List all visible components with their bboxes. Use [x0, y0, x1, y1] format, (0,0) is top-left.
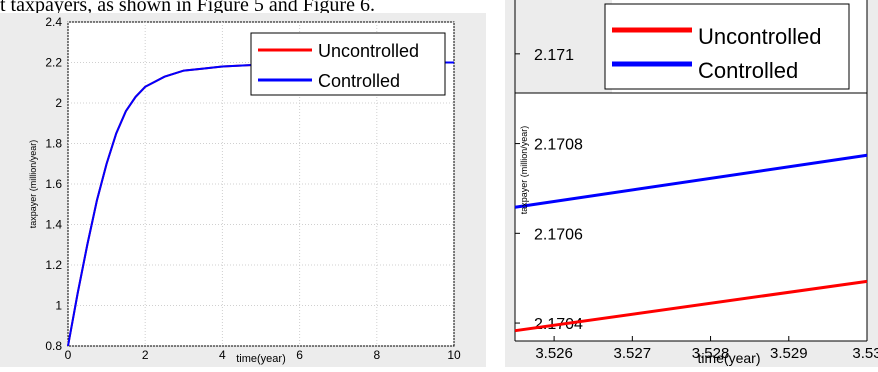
y-tick-label: 2.171 [534, 47, 574, 64]
y-tick-label: 1.8 [45, 137, 62, 151]
legend: Uncontrolled Controlled [250, 32, 446, 96]
legend-label-uncontrolled: Uncontrolled [318, 41, 419, 61]
x-tick-label: 6 [296, 348, 303, 362]
x-tick-label: 3.526 [535, 345, 573, 362]
chart-panel-right: 3.526 3.527 3.528 3.529 3.53 2.1704 2.1706 2.17… [505, 0, 878, 367]
x-tick-label: 3.529 [770, 345, 808, 362]
y-tick-label: 2.1706 [534, 226, 583, 243]
y-tick-label: 2.4 [45, 15, 62, 29]
legend: Uncontrolled Controlled [604, 3, 850, 90]
x-tick-label: 10 [447, 348, 461, 362]
y-tick-label: 2.1708 [534, 137, 583, 154]
x-tick-label: 3.53 [852, 345, 878, 362]
x-tick-label: 2 [142, 348, 149, 362]
x-axis-label: time(year) [697, 350, 760, 366]
x-tick-label: 0 [65, 348, 72, 362]
x-axis-label: time(year) [236, 353, 286, 365]
axis-ticks: 0 2 4 6 8 10 0.8 1 1.2 1.4 1.6 1.8 2 2.2 2.4 [45, 15, 461, 362]
legend-box [250, 32, 446, 96]
x-tick-label: 4 [219, 348, 226, 362]
series-lines [514, 153, 868, 333]
legend-label-controlled: Controlled [318, 71, 400, 91]
legend-label-controlled: Controlled [698, 58, 798, 83]
chart-right-svg: 3.526 3.527 3.528 3.529 3.532.17042.17062.17… [505, 0, 878, 367]
y-tick-label: 1.6 [45, 177, 62, 191]
y-axis-label: taxpayer (million/year) [519, 126, 529, 215]
plot-area [515, 93, 867, 341]
y-tick-label: 2 [55, 96, 62, 110]
axis-ticks: 3.526 3.527 3.528 3.529 3.532.17042.17062.17… [515, 47, 878, 362]
y-tick-label: 1.2 [45, 258, 62, 272]
y-tick-label: 0.8 [45, 339, 62, 353]
y-axis-label: taxpayer (million/year) [28, 140, 38, 229]
series-line-controlled [514, 153, 868, 209]
legend-label-uncontrolled: Uncontrolled [698, 24, 822, 49]
x-tick-label: 3.528 [692, 345, 730, 362]
chart-left-svg: 0 2 4 6 8 10 0.8 1 1.2 1.4 1.6 1.8 2 2.2 2.4 time(year… [0, 13, 486, 367]
x-tick-label: 8 [373, 348, 380, 362]
series-line-uncontrolled [514, 279, 868, 333]
y-tick-label: 1.4 [45, 218, 62, 232]
caption-fragment: t taxpayers, as shown in Figure 5 and Fi… [0, 0, 375, 16]
legend-box [604, 3, 850, 90]
chart-panel-left: 0 2 4 6 8 10 0.8 1 1.2 1.4 1.6 1.8 2 2.2 2.4 time(year… [0, 13, 486, 367]
y-tick-label: 1 [55, 299, 62, 313]
y-tick-label: 2.2 [45, 56, 62, 70]
x-tick-label: 3.527 [614, 345, 652, 362]
